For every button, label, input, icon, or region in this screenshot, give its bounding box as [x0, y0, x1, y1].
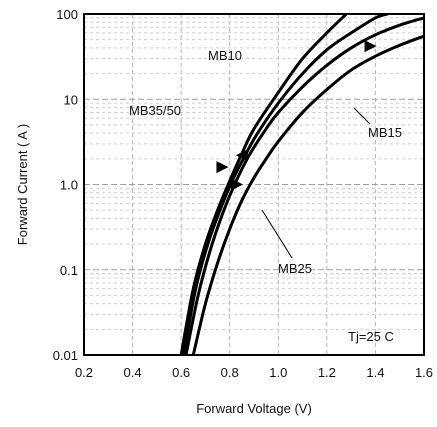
y-tick-labels: 0.01 0.1 1.0 10 100 — [53, 7, 78, 363]
series-label-mb15: MB15 — [368, 125, 402, 140]
grid — [83, 14, 425, 356]
y-tick-label: 1.0 — [60, 178, 78, 193]
series-line-mb15 — [184, 16, 424, 355]
temperature-annotation: Tj=25 C — [348, 329, 394, 344]
curve-arrow-marker — [231, 178, 243, 191]
y-tick-label: 100 — [56, 7, 78, 22]
x-tick-label: 1.6 — [415, 365, 433, 380]
y-tick-label: 0.01 — [53, 348, 78, 363]
x-axis-label: Forward Voltage (V) — [196, 401, 312, 416]
x-tick-label: 0.2 — [75, 365, 93, 380]
curve-arrow-marker — [216, 161, 229, 174]
x-tick-labels: 0.2 0.4 0.6 0.8 1.0 1.2 1.4 1.6 — [75, 365, 433, 380]
x-tick-label: 0.6 — [172, 365, 190, 380]
series-line-mb25 — [191, 34, 424, 355]
series-line-mb35-50 — [182, 14, 389, 355]
x-tick-label: 1.0 — [269, 365, 287, 380]
series-label-mb10: MB10 — [208, 48, 242, 63]
plot-frame — [83, 13, 425, 356]
x-tick-label: 0.8 — [221, 365, 239, 380]
x-tick-label: 1.2 — [318, 365, 336, 380]
y-tick-label: 0.1 — [60, 263, 78, 278]
x-tick-label: 0.4 — [124, 365, 142, 380]
leader-line-mb15 — [353, 107, 371, 125]
x-tick-label: 1.4 — [366, 365, 384, 380]
series-arrows — [216, 40, 377, 191]
curve-arrow-marker — [364, 40, 377, 53]
series-label-mb25: MB25 — [278, 261, 312, 276]
series-curves — [179, 14, 424, 355]
y-axis-label: Forward Current ( A ) — [15, 124, 30, 245]
curve-arrow-marker — [235, 149, 248, 162]
leader-line-mb25 — [261, 209, 293, 259]
label-leader-lines — [261, 107, 371, 259]
y-tick-label: 10 — [64, 92, 78, 107]
series-label-mb35-50: MB35/50 — [129, 103, 181, 118]
